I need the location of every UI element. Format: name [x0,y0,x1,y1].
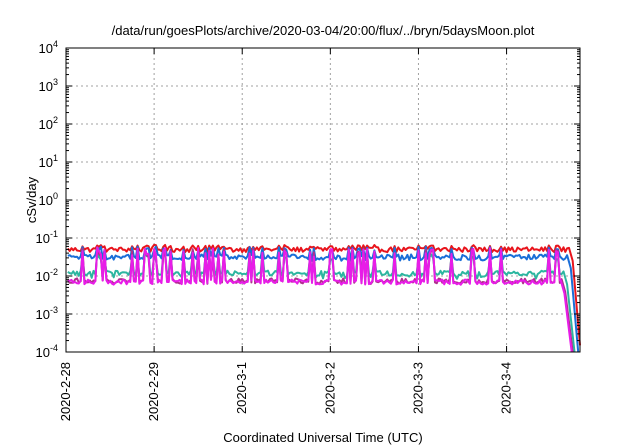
series-layer [66,243,581,353]
y-tick-label: 102 [39,115,58,132]
x-tick-label: 2020-3-1 [234,362,249,414]
series-line [67,251,576,353]
x-axis-label: Coordinated Universal Time (UTC) [223,430,422,445]
y-tick-label: 101 [39,153,58,170]
y-tick-label: 10-1 [36,229,58,246]
chart-title: /data/run/goesPlots/archive/2020-03-04/2… [112,23,535,38]
grid [65,48,580,352]
y-tick-label: 103 [39,77,58,94]
y-tick-label: 10-2 [36,267,58,284]
x-tick-label: 2020-3-3 [410,362,425,414]
y-axis-label: cSv/day [24,176,39,223]
y-tick-label: 104 [39,39,58,56]
y-axis: 10-4 10-3 10-2 10-1 100 101 102 103 104 [36,39,580,360]
y-tick-label: 10-3 [36,305,58,322]
series-line [67,246,573,353]
x-tick-label: 2020-3-4 [499,362,514,414]
y-tick-label: 100 [39,191,58,208]
series-line [66,243,581,346]
y-tick-label: 10-4 [36,343,58,360]
x-tick-label: 2020-2-28 [58,362,73,421]
x-tick-label: 2020-3-2 [322,362,337,414]
x-axis: 2020-2-28 2020-2-29 2020-3-1 2020-3-2 2020-3… [58,48,514,421]
series-line [67,245,580,353]
x-tick-label: 2020-2-29 [146,362,161,421]
